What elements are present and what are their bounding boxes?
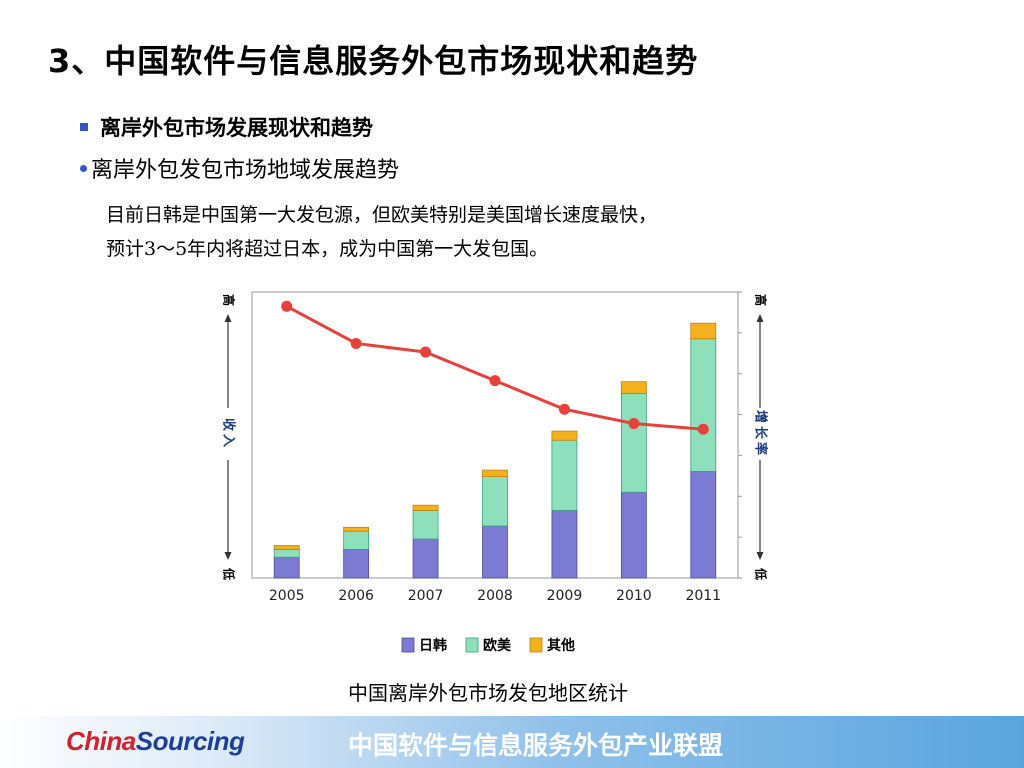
bar-europe-us xyxy=(273,548,300,558)
bullet-market-trend: 离岸外包市场发展现状和趋势 xyxy=(80,112,373,142)
footer-org-name: 中国软件与信息服务外包产业联盟 xyxy=(348,731,724,760)
bar-japan-korea xyxy=(690,470,717,579)
footer-bar: ChinaSourcing 中国软件与信息服务外包产业联盟 xyxy=(0,716,1024,768)
x-tick-label: 2007 xyxy=(408,588,444,604)
description-line: 目前日韩是中国第一大发包源，但欧美特别是美国增长速度最快， xyxy=(106,204,658,226)
bar-other xyxy=(412,504,439,511)
x-tick-label: 2011 xyxy=(685,588,721,604)
bullet-regional-trend: 离岸外包发包市场地域发展趋势 xyxy=(80,152,399,184)
chinasourcing-logo: ChinaSourcing xyxy=(66,726,245,756)
left-axis-arrow-up-icon xyxy=(224,314,232,322)
left-axis-top-label: 高 xyxy=(222,294,237,306)
dot-bullet-icon xyxy=(80,164,87,172)
left-axis-bottom-label: 低 xyxy=(222,567,237,580)
legend-label: 其他 xyxy=(547,637,575,654)
bar-other xyxy=(343,526,370,532)
right-axis-arrow-up-icon xyxy=(756,314,764,322)
right-axis-arrow-down-icon xyxy=(756,552,764,560)
bar-other xyxy=(273,545,300,550)
bar-japan-korea xyxy=(551,509,578,579)
x-tick-label: 2006 xyxy=(338,588,374,604)
right-axis-title: 增长率 xyxy=(753,410,769,458)
x-tick-label: 2008 xyxy=(477,588,513,604)
description: 目前日韩是中国第一大发包源，但欧美特别是美国增长速度最快， 预计3～5年内将超过… xyxy=(106,198,866,266)
legend-label: 欧美 xyxy=(483,637,512,654)
bar-japan-korea xyxy=(343,548,370,579)
bar-europe-us xyxy=(551,439,578,511)
left-axis-arrow-down-icon xyxy=(224,552,232,560)
right-axis-bottom-label: 低 xyxy=(754,567,769,580)
chart-caption: 中国离岸外包市场发包地区统计 xyxy=(348,681,628,705)
bar-other xyxy=(620,381,647,394)
legend-swatch xyxy=(401,637,415,653)
bar-europe-us xyxy=(620,393,647,493)
legend-label: 日韩 xyxy=(419,637,447,654)
growth-rate-point xyxy=(697,423,709,435)
growth-rate-point xyxy=(489,375,501,387)
right-axis-top-label: 高 xyxy=(754,294,769,306)
growth-rate-point xyxy=(420,346,432,358)
slide-title: 3、中国软件与信息服务外包市场现状和趋势 xyxy=(48,42,699,80)
description-line: 预计3～5年内将超过日本，成为中国第一大发包国。 xyxy=(106,238,549,260)
growth-rate-point xyxy=(558,403,570,415)
bar-europe-us xyxy=(412,509,439,540)
bar-europe-us xyxy=(690,338,717,472)
legend-swatch xyxy=(465,637,479,653)
bar-japan-korea xyxy=(412,538,439,579)
growth-rate-point xyxy=(628,418,640,430)
bar-japan-korea xyxy=(620,491,647,579)
growth-rate-point xyxy=(350,337,362,349)
bullet-market-trend-text: 离岸外包市场发展现状和趋势 xyxy=(100,116,373,140)
bar-other xyxy=(690,322,717,340)
x-tick-label: 2005 xyxy=(269,588,305,604)
square-bullet-icon xyxy=(80,123,88,131)
legend-swatch xyxy=(529,637,543,653)
bar-europe-us xyxy=(343,530,370,550)
bar-other xyxy=(482,469,508,478)
bar-europe-us xyxy=(482,476,508,527)
left-axis-title: 收入 xyxy=(221,418,237,450)
growth-rate-point xyxy=(281,300,293,312)
x-tick-label: 2010 xyxy=(616,588,652,604)
bullet-regional-trend-text: 离岸外包发包市场地域发展趋势 xyxy=(91,158,400,183)
bar-other xyxy=(551,430,578,441)
x-tick-label: 2009 xyxy=(547,588,583,604)
bar-japan-korea xyxy=(273,556,300,579)
bar-japan-korea xyxy=(482,525,508,579)
